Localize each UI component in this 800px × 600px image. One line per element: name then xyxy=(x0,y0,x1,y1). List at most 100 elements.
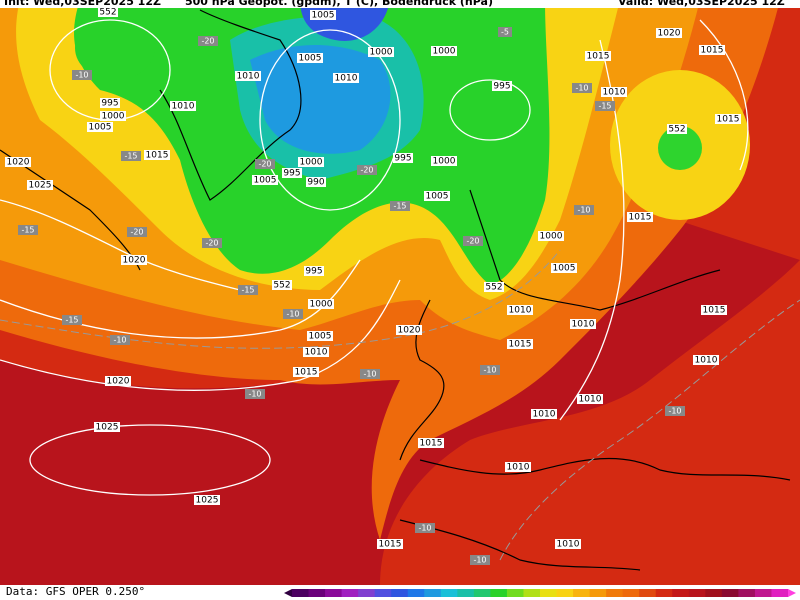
temperature-label: -10 xyxy=(113,336,126,345)
isobar-label: 995 xyxy=(101,99,118,109)
colorbar-swatch xyxy=(440,589,458,597)
isobar-label-bg xyxy=(555,539,581,549)
isobar-label-bg xyxy=(431,156,457,166)
temperature-label-bg xyxy=(283,309,303,319)
temperature-label: -20 xyxy=(201,37,214,46)
temperature-label: -15 xyxy=(65,316,78,325)
temperature-label-bg xyxy=(463,236,483,246)
temperature-label: -15 xyxy=(124,152,137,161)
isobar-label-bg xyxy=(307,331,333,341)
temperature-label-bg xyxy=(470,555,490,565)
temperature-label: -10 xyxy=(363,370,376,379)
isobar-label: 1000 xyxy=(370,48,393,58)
colorbar-swatch xyxy=(721,589,739,597)
coastline xyxy=(469,189,721,311)
colorbar-swatch xyxy=(358,589,376,597)
temperature-label-bg xyxy=(72,70,92,80)
temperature-label: -15 xyxy=(598,102,611,111)
geopotential-label-bg xyxy=(272,280,292,290)
isobar-label: 1015 xyxy=(629,213,652,223)
temperature-label: -20 xyxy=(360,166,373,175)
temperature-label: -10 xyxy=(483,366,496,375)
isobar-label: 1015 xyxy=(509,340,532,350)
isobar xyxy=(0,279,401,392)
isobar-label: 1000 xyxy=(540,232,563,242)
isobar-label-bg xyxy=(505,462,531,472)
isobar-label-bg xyxy=(431,46,457,56)
colorbar-swatch xyxy=(341,589,359,597)
isobar-label-bg xyxy=(100,111,126,121)
geopotential-label-bg xyxy=(98,7,118,17)
geopotential-label: 552 xyxy=(273,281,290,291)
isobar-label: 1010 xyxy=(695,356,718,366)
temperature-label-bg xyxy=(198,36,218,46)
isobars xyxy=(0,19,749,496)
colorbar-swatch xyxy=(292,589,310,597)
isobar-label-bg xyxy=(656,28,682,38)
isobar-label-bg xyxy=(310,10,336,20)
isobar-label-bg xyxy=(368,47,394,57)
temperature-label-bg xyxy=(18,225,38,235)
isobar-label-bg xyxy=(507,305,533,315)
isobar-label: 1015 xyxy=(420,439,443,449)
colorbar-swatch xyxy=(639,589,657,597)
isobar-label: 1015 xyxy=(701,46,724,56)
geopotential-label-bg xyxy=(667,124,687,134)
temperature-label: -10 xyxy=(75,71,88,80)
temperature-label-bg xyxy=(390,201,410,211)
isobar-label-bg xyxy=(627,212,653,222)
isobar-label: 1020 xyxy=(107,377,130,387)
isobar-label: 1010 xyxy=(237,72,260,82)
temperature-label-bg xyxy=(574,205,594,215)
header-valid: Valid: Wed,03SEP2025 12Z xyxy=(618,0,785,8)
temperature-label: -10 xyxy=(248,390,261,399)
isobar-label: 1000 xyxy=(433,157,456,167)
isobar-label: 1020 xyxy=(7,158,30,168)
colorbar-arrow xyxy=(788,589,796,597)
isobar-label-bg xyxy=(5,157,31,167)
temperature-label-bg xyxy=(62,315,82,325)
coastline xyxy=(399,519,641,571)
isobar-label-bg xyxy=(377,539,403,549)
colorbar-arrow xyxy=(284,589,292,597)
isobar-label: 1020 xyxy=(123,256,146,266)
colorbar-swatch xyxy=(457,589,475,597)
geopotential-label: 552 xyxy=(485,283,502,293)
temperature-label: -10 xyxy=(418,524,431,533)
colorbar-swatch xyxy=(688,589,706,597)
isobar xyxy=(259,29,401,211)
isotherm xyxy=(499,299,800,561)
isotherms xyxy=(0,249,800,561)
colorbar-swatch xyxy=(424,589,442,597)
temperature-label-bg xyxy=(245,389,265,399)
isobar-label: 1020 xyxy=(658,29,681,39)
isobar-label: 1015 xyxy=(717,115,740,125)
isobar-label-bg xyxy=(393,153,413,163)
isobar-label-bg xyxy=(282,168,302,178)
isobar-label-bg xyxy=(121,255,147,265)
colorbar-swatch xyxy=(308,589,326,597)
geopotential-label: 552 xyxy=(99,8,116,18)
isobar-label-bg xyxy=(306,177,326,187)
isobar-label: 1015 xyxy=(295,368,318,378)
temperature-label-bg xyxy=(415,523,435,533)
isobar-label: 1010 xyxy=(533,410,556,420)
isobar-label-bg xyxy=(418,438,444,448)
colorbar-swatch xyxy=(374,589,392,597)
temperature-label-bg xyxy=(238,285,258,295)
data-source: Data: GFS OPER 0.250° xyxy=(6,585,145,598)
temperature-label: -20 xyxy=(205,239,218,248)
colorbar-swatch xyxy=(771,589,789,597)
isobar-label: 995 xyxy=(305,267,322,277)
isobar-label-bg xyxy=(699,45,725,55)
temperature-label-bg xyxy=(360,369,380,379)
isobar-label-bg xyxy=(507,339,533,349)
isobar-label-bg xyxy=(144,150,170,160)
colorbar-swatch xyxy=(540,589,558,597)
temperature-label-bg xyxy=(665,406,685,416)
isobar xyxy=(29,424,271,496)
green-core xyxy=(75,16,155,80)
colorbar-swatch xyxy=(473,589,491,597)
colorbar-swatch xyxy=(573,589,591,597)
